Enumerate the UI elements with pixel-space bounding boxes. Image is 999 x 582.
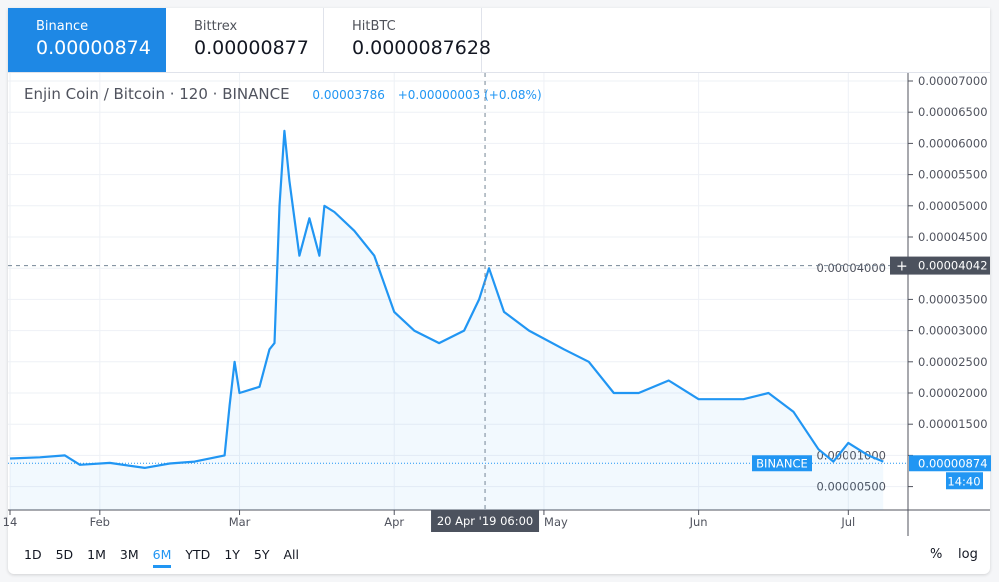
symbol-name: Enjin Coin / Bitcoin	[24, 85, 165, 103]
exchange-name: BINANCE	[222, 85, 290, 103]
x-tick-label: Apr	[384, 515, 404, 529]
y-tick-label: 0.00005500	[918, 168, 988, 182]
y-tick-label: 0.00006000	[918, 136, 988, 150]
y-tick-label: 0.00001500	[918, 417, 988, 431]
tab-price: 0.00000874	[36, 37, 151, 59]
range-5d[interactable]: 5D	[55, 547, 74, 562]
x-tick-label: Feb	[90, 515, 110, 529]
x-tick-label: 14	[3, 515, 18, 529]
last-price-bg	[909, 455, 991, 472]
crosshair-price-bg	[890, 256, 990, 275]
countdown-label: 14:40	[947, 474, 980, 488]
range-5y[interactable]: 5Y	[253, 547, 270, 562]
price-area	[10, 130, 884, 510]
tab-name: HitBTC	[352, 19, 396, 34]
chart-widget: Binance 0.00000874 Bittrex 0.00000877 HitB…	[8, 8, 990, 574]
y-tick-label: 0.00004000	[816, 261, 886, 275]
x-tick-label: Mar	[229, 515, 251, 529]
y-tick-label: 0.00003500	[918, 292, 988, 306]
x-tick-label: Jul	[840, 515, 855, 529]
range-1y[interactable]: 1Y	[224, 547, 240, 562]
crosshair-price-label: 0.00004042	[918, 259, 988, 273]
crosshair-plus-icon: +	[896, 259, 908, 275]
range-all[interactable]: All	[283, 547, 300, 562]
exchange-tabs: Binance 0.00000874 Bittrex 0.00000877 HitB…	[8, 8, 990, 73]
tab-name: Bittrex	[194, 19, 238, 34]
y-tick-label: 0.00001000	[816, 448, 886, 462]
crosshair-time-bg	[431, 510, 540, 532]
x-tick-label: May	[544, 515, 568, 529]
y-tick-label: 0.00006500	[918, 105, 988, 119]
y-tick-label: 0.00002500	[918, 355, 988, 369]
range-3m[interactable]: 3M	[119, 547, 139, 562]
y-tick-label: 0.00003000	[918, 324, 988, 338]
legend-change: +0.00000003 (+0.08%)	[397, 88, 542, 102]
tab-bittrex[interactable]: Bittrex 0.00000877	[166, 8, 324, 72]
tab-price: 0.00000877	[194, 37, 309, 59]
range-ytd[interactable]: YTD	[185, 547, 211, 562]
y-tick-label: 0.00004500	[918, 230, 988, 244]
last-price-label: 0.00000874	[918, 456, 988, 470]
range-1d[interactable]: 1D	[24, 547, 42, 562]
exchange-label: BINANCE	[756, 456, 808, 470]
range-1m[interactable]: 1M	[87, 547, 106, 562]
y-tick-label: 0.00000500	[816, 480, 886, 494]
tab-hitbtc[interactable]: HitBTC 0.0000087628	[324, 8, 492, 72]
log-toggle[interactable]: log	[958, 547, 978, 562]
tab-binance[interactable]: Binance 0.00000874	[8, 8, 166, 72]
chart-legend: Enjin Coin / Bitcoin · 120 · BINANCE 0.0…	[24, 85, 542, 103]
tab-price: 0.0000087628	[352, 37, 492, 59]
legend-price: 0.00003786	[312, 88, 385, 102]
range-6m[interactable]: 6M	[152, 547, 172, 568]
price-line	[9, 129, 884, 469]
y-tick-label: 0.00005000	[918, 199, 988, 213]
exchange-label-bg	[752, 455, 812, 472]
y-tick-label: 0.00007000	[918, 74, 988, 88]
interval: 120	[179, 85, 208, 103]
x-tick-label: Jun	[689, 515, 708, 529]
tab-name: Binance	[36, 19, 89, 34]
countdown-bg	[946, 472, 983, 490]
crosshair-time-label: 20 Apr '19 06:00	[437, 514, 533, 528]
y-tick-label: 0.00002000	[918, 386, 988, 400]
percent-toggle[interactable]: %	[930, 547, 943, 562]
range-selector: 1D 5D 1M 3M 6M YTD 1Y 5Y All	[24, 547, 313, 568]
